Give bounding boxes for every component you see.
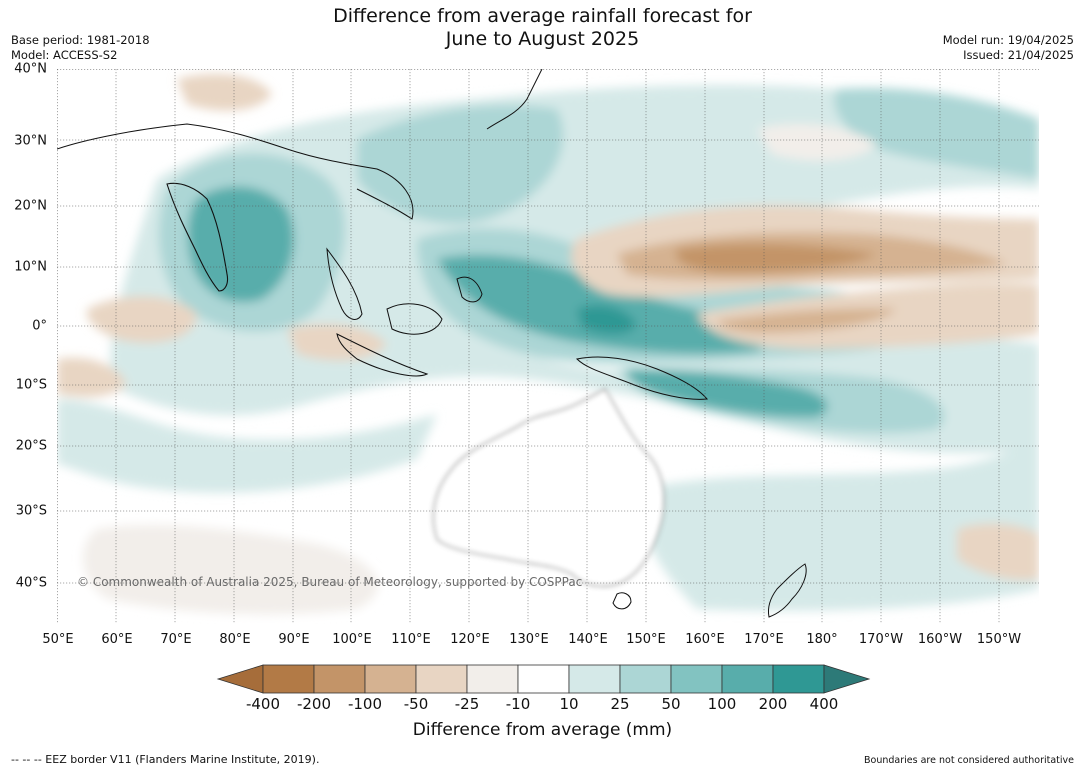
colorbar-tick: -25	[454, 695, 480, 713]
model-name: Model: ACCESS-S2	[11, 48, 118, 62]
colorbar-tick: 10	[559, 695, 579, 713]
model-run: Model run: 19/04/2025	[942, 33, 1074, 47]
colorbar-min-arrow	[216, 664, 264, 694]
lon-label: 170°W	[858, 632, 904, 647]
colorbar-label: Difference from average (mm)	[412, 720, 673, 740]
lon-label: 160°W	[917, 632, 963, 647]
lon-label: 180°	[806, 632, 838, 647]
title-line-1: Difference from average rainfall forecas…	[333, 5, 752, 27]
colorbar-tick: -50	[403, 695, 429, 713]
lon-label: 150°E	[626, 632, 666, 647]
eez-legend: -- -- -- EEZ border V11 (Flanders Marine…	[11, 753, 320, 766]
lat-label: 20°S	[15, 438, 47, 454]
lat-label: 10°N	[14, 259, 47, 275]
copyright-notice: © Commonwealth of Australia 2025, Bureau…	[77, 575, 583, 589]
title-line-2: June to August 2025	[445, 28, 640, 50]
colorbar-tick: -100	[347, 695, 383, 713]
colorbar-segment	[568, 664, 621, 694]
colorbar-tick: 100	[707, 695, 737, 713]
metadata-left: Base period: 1981-2018 Model: ACCESS-S2	[11, 33, 150, 63]
lat-label: 30°S	[15, 503, 47, 519]
lon-label: 160°E	[685, 632, 725, 647]
lon-label: 150°W	[976, 632, 1022, 647]
map-title: Difference from average rainfall forecas…	[0, 5, 1085, 51]
colorbar-tick: -400	[245, 695, 281, 713]
map-canvas	[57, 69, 1039, 624]
lat-label: 20°N	[14, 198, 47, 214]
metadata-right: Model run: 19/04/2025 Issued: 21/04/2025	[943, 33, 1074, 63]
colorbar-tick: -10	[505, 695, 531, 713]
lat-label: 40°S	[15, 575, 47, 591]
lon-label: 90°E	[278, 632, 310, 647]
lon-label: 70°E	[160, 632, 192, 647]
graticule	[57, 69, 1039, 624]
lon-label: 50°E	[42, 632, 74, 647]
colorbar-segment	[313, 664, 366, 694]
boundaries-disclaimer: Boundaries are not considered authoritat…	[864, 755, 1074, 766]
colorbar	[216, 664, 871, 694]
colorbar-segment	[772, 664, 825, 694]
colorbar-segment	[262, 664, 315, 694]
colorbar-tick: 25	[610, 695, 630, 713]
colorbar-segment	[466, 664, 519, 694]
colorbar-segment	[670, 664, 723, 694]
lat-label: 30°N	[14, 133, 47, 149]
lon-label: 80°E	[219, 632, 251, 647]
lon-label: 130°E	[509, 632, 549, 647]
colorbar-tick: -200	[296, 695, 332, 713]
lon-label: 120°E	[450, 632, 490, 647]
lon-label: 100°E	[332, 632, 372, 647]
lon-label: 110°E	[391, 632, 431, 647]
lon-label: 140°E	[568, 632, 608, 647]
colorbar-segment	[364, 664, 417, 694]
lat-label: 0°	[32, 318, 47, 334]
colorbar-max-arrow	[823, 664, 871, 694]
colorbar-segment	[517, 664, 570, 694]
colorbar-tick: 200	[758, 695, 788, 713]
base-period: Base period: 1981-2018	[11, 33, 150, 47]
colorbar-tick: 400	[809, 695, 839, 713]
colorbar-segment	[415, 664, 468, 694]
colorbar-tick: 50	[661, 695, 681, 713]
colorbar-segment	[721, 664, 774, 694]
colorbar-segment	[619, 664, 672, 694]
lon-label: 60°E	[101, 632, 133, 647]
lat-label: 10°S	[15, 377, 47, 393]
issued-date: Issued: 21/04/2025	[963, 48, 1074, 62]
rainfall-map	[57, 69, 1039, 624]
anomaly-field	[57, 69, 1039, 618]
lon-label: 170°E	[744, 632, 784, 647]
lat-label: 40°N	[14, 61, 47, 77]
